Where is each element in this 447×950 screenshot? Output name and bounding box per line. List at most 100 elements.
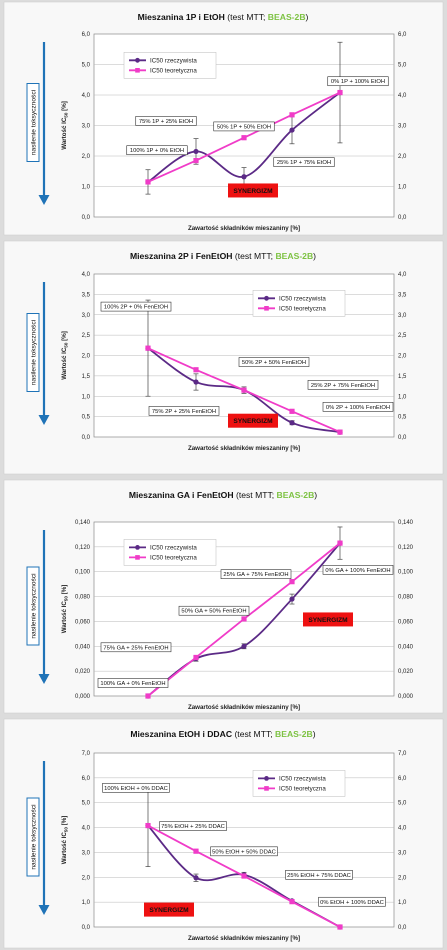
side-label: nasilenie toksyczności [30, 804, 37, 870]
data-point-theoretical [241, 616, 247, 622]
y-tick-label-right: 6,0 [398, 32, 407, 38]
data-point-theoretical [241, 135, 247, 141]
y-tick-label-left: 5,0 [82, 801, 91, 807]
synergy-label: SYNERGIZM [308, 617, 348, 624]
y-tick-label-right: 7,0 [398, 751, 407, 757]
data-point-real [241, 643, 247, 649]
y-label-sub: 50 [64, 112, 69, 118]
chart-panel-2: Mieszanina 2P i FenEtOH (test MTT; BEAS-… [3, 240, 444, 475]
chart-title: Mieszanina 2P i FenEtOH (test MTT; BEAS-… [130, 251, 316, 261]
y-tick-label-right: 0,000 [398, 694, 414, 700]
toxicity-arrow-head-icon [38, 415, 50, 425]
y-tick-label-left: 0,120 [75, 545, 91, 551]
chart-panel-1: Mieszanina 1P i EtOH (test MTT; BEAS-2B)… [3, 1, 444, 236]
title-accent: BEAS-2B [268, 12, 306, 22]
y-tick-label-left: 4,0 [82, 272, 91, 278]
y-tick-label-right: 2,0 [398, 354, 407, 360]
mixture-annotation-box [126, 145, 188, 156]
y-tick-label-right: 2,0 [398, 154, 407, 160]
title-accent: BEAS-2B [275, 251, 313, 261]
y-label-pre: Wartość IC [61, 832, 68, 865]
mixture-annotation: 75% EtOH + 25% DDAC [161, 824, 225, 830]
y-tick-label-left: 1,0 [82, 185, 91, 191]
y-label-sub: 50 [64, 342, 69, 348]
toxicity-arrow-head-icon [38, 195, 50, 205]
data-point-theoretical [145, 822, 151, 829]
mixture-annotation-box [322, 402, 394, 412]
synergy-badge [303, 612, 353, 627]
y-tick-label-left: 3,0 [82, 850, 91, 856]
mixture-annotation-box [135, 116, 197, 126]
chart-title: Mieszanina 1P i EtOH (test MTT; BEAS-2B) [138, 12, 309, 22]
data-point-theoretical [145, 179, 151, 185]
title-mid: (test MTT; [232, 729, 275, 739]
data-point-real [289, 127, 295, 133]
data-point-theoretical [193, 848, 199, 854]
y-tick-label-left: 0,0 [82, 435, 91, 441]
y-label-post: [%] [61, 585, 68, 596]
y-tick-label-right: 1,0 [398, 185, 407, 191]
y-tick-label-right: 0,060 [398, 619, 414, 625]
side-label-box [26, 797, 40, 877]
data-point-real [193, 875, 199, 881]
mixture-annotation: 0% EtOH + 100% DDAC [320, 900, 384, 906]
mixture-annotation-box [307, 380, 379, 390]
title-mid: (test MTT; [232, 251, 275, 261]
y-tick-label-right: 0,0 [398, 925, 407, 931]
mixture-annotation-box [210, 846, 278, 857]
y-tick-label-right: 4,0 [398, 826, 407, 832]
y-tick-label-right: 1,0 [398, 900, 407, 906]
title-main: Mieszanina 2P i FenEtOH [130, 251, 233, 261]
side-label: nasilenie toksyczności [30, 319, 37, 385]
mixture-annotation: 100% 2P + 0% FenEtOH [104, 305, 168, 311]
y-tick-label-right: 0,5 [398, 415, 407, 421]
mixture-annotation-box [102, 782, 170, 793]
y-label-sub: 50 [64, 827, 69, 833]
data-point-theoretical [337, 89, 343, 96]
legend-box [123, 52, 217, 79]
y-tick-label-right: 3,5 [398, 292, 407, 298]
mixture-annotation: 25% 1P + 75% EtOH [277, 160, 331, 166]
y-tick-label-right: 1,0 [398, 394, 407, 400]
y-tick-label-left: 0,5 [82, 415, 91, 421]
y-axis-label: Wartość IC50 [%] [61, 101, 69, 150]
legend-marker [135, 545, 140, 550]
synergy-label: SYNERGIZM [233, 418, 273, 425]
title-end: ) [306, 12, 309, 22]
mixture-annotation-box [100, 642, 172, 653]
mixture-annotation: 75% 2P + 25% FenEtOH [152, 409, 216, 415]
synergy-badge [228, 413, 278, 428]
mixture-annotation: 75% GA + 25% FenEtOH [103, 645, 168, 651]
data-point-theoretical [145, 345, 151, 351]
title-accent: BEAS-2B [277, 490, 315, 500]
data-point-theoretical [193, 157, 199, 164]
legend-entry: IC50 teoretyczna [279, 785, 326, 792]
title-mid: (test MTT; [234, 490, 277, 500]
legend-marker [135, 57, 140, 63]
y-tick-label-right: 5,0 [398, 63, 407, 69]
mixture-annotation-box [285, 869, 353, 880]
legend-entry: IC50 rzeczywista [279, 295, 326, 302]
mixture-annotation-box [318, 896, 386, 907]
data-point-theoretical [193, 367, 199, 373]
data-point-theoretical [337, 924, 343, 930]
legend-box [252, 770, 346, 797]
mixture-annotation-box [327, 76, 389, 87]
side-label-box [26, 83, 40, 162]
data-point-theoretical [337, 540, 343, 546]
chart-panel-3: Mieszanina GA i FenEtOH (test MTT; BEAS-… [3, 479, 444, 714]
y-axis-label: Wartość IC50 [%] [61, 585, 69, 634]
data-point-real [289, 420, 295, 426]
y-tick-label-right: 0,020 [398, 669, 414, 675]
y-tick-label-left: 1,5 [82, 374, 91, 380]
toxicity-arrow-head-icon [38, 905, 50, 915]
y-tick-label-right: 3,0 [398, 124, 407, 130]
legend-box [252, 290, 346, 317]
mixture-annotation-box [238, 357, 310, 367]
y-tick-label-right: 2,0 [398, 875, 407, 881]
y-axis-label: Wartość IC50 [%] [61, 331, 69, 380]
y-tick-label-left: 3,0 [82, 124, 91, 130]
y-tick-label-left: 0,0 [82, 925, 91, 931]
mixture-annotation-box [148, 406, 220, 416]
